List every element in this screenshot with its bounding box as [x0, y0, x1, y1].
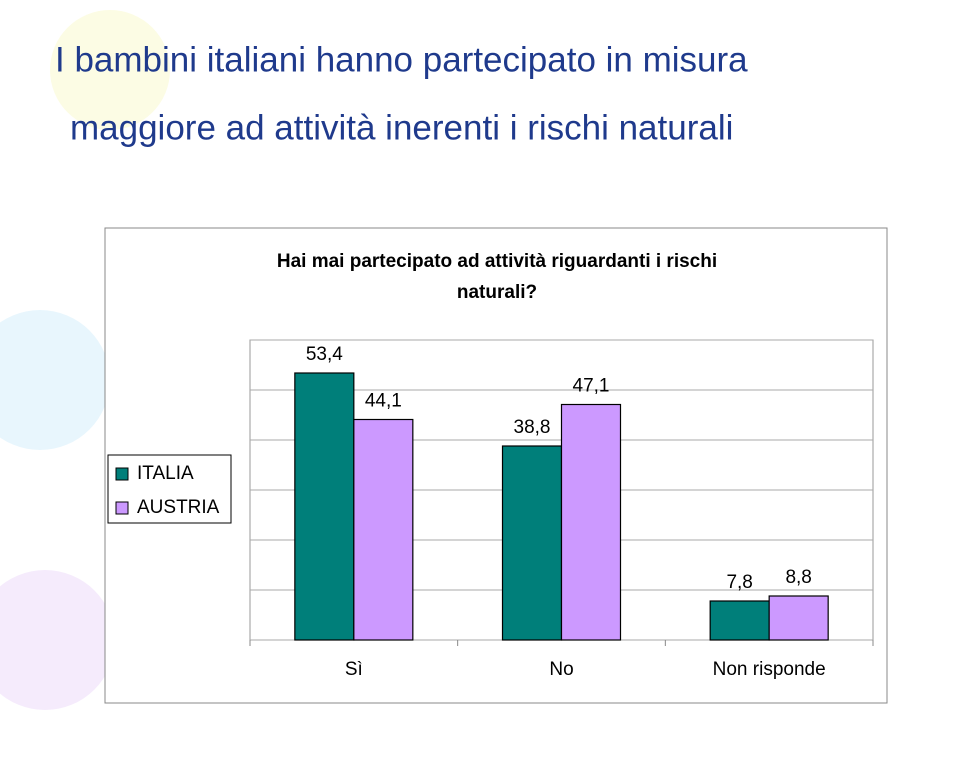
- x-tick-label: Sì: [345, 659, 363, 680]
- x-tick-label: No: [549, 659, 573, 680]
- data-label: 7,8: [726, 572, 752, 593]
- legend-box: [107, 454, 232, 524]
- data-label: 47,1: [573, 376, 610, 397]
- chart-title: naturali?: [457, 282, 537, 303]
- legend-label: AUSTRIA: [137, 497, 220, 518]
- data-label: 38,8: [514, 417, 551, 438]
- x-tick-label: Non risponde: [713, 659, 826, 680]
- data-label: 44,1: [365, 391, 402, 412]
- bar: [709, 600, 770, 641]
- decoration: [50, 10, 170, 130]
- slide-title: maggiore ad attività inerenti i rischi n…: [70, 108, 733, 147]
- legend-label: ITALIA: [137, 463, 194, 484]
- bar: [560, 403, 622, 641]
- bar: [501, 445, 563, 641]
- legend-swatch: [115, 501, 129, 515]
- bar: [768, 595, 829, 641]
- bar: [353, 418, 414, 641]
- bar: [294, 372, 355, 641]
- data-label: 8,8: [785, 567, 811, 588]
- legend-swatch: [115, 467, 129, 481]
- chart-title: Hai mai partecipato ad attività riguarda…: [277, 251, 717, 272]
- slide-title: I bambini italiani hanno partecipato in …: [55, 40, 748, 79]
- data-label: 53,4: [306, 344, 343, 365]
- decoration: [0, 570, 115, 710]
- decoration: [0, 310, 110, 450]
